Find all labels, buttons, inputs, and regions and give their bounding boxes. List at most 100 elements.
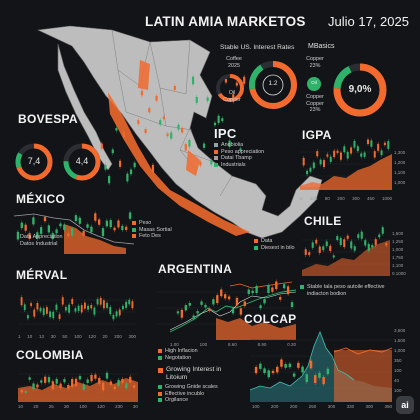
chile-note-text: Stable tala peso autoile effective india… — [307, 284, 385, 297]
candle-body — [235, 297, 239, 306]
bovespa-gauge-2-value: 4,4 — [75, 156, 89, 166]
candle-body — [181, 127, 184, 133]
candle-body — [64, 306, 67, 311]
candle-body — [373, 151, 376, 158]
candle-body — [267, 285, 270, 293]
candle-body — [377, 143, 380, 151]
mbasics-gauge — [333, 63, 387, 117]
candle-body — [117, 220, 120, 228]
mbasics-gauge-value: 9,0% — [348, 84, 372, 95]
candle-body — [67, 233, 70, 236]
candle-body — [28, 377, 31, 380]
candle-body — [94, 374, 97, 379]
colcap-ytick: 40 — [394, 378, 400, 383]
candle-body — [312, 162, 315, 169]
candle-body — [231, 308, 235, 314]
candle-body — [220, 289, 223, 297]
candle-body — [290, 302, 294, 307]
candle-body — [282, 284, 286, 289]
candle-body — [20, 390, 24, 393]
candle-body — [263, 299, 266, 304]
argentina-xtick: 8.60 — [227, 342, 237, 347]
candle-body — [346, 151, 349, 159]
candle-body — [322, 376, 325, 385]
candle-body — [343, 239, 346, 248]
candle-body — [101, 228, 105, 237]
candle-body — [309, 360, 313, 369]
ipc-legend-item: Peso appreciation — [221, 148, 265, 155]
merval-xticks: 1 10 13 30 50 100 120 20 200 300 — [18, 334, 136, 339]
argentina-chart — [156, 279, 297, 340]
candle-body — [387, 141, 390, 149]
candle-body — [117, 379, 120, 386]
chile-yticks: 1,500 1,250 1,000 1,750 1,100 0.1000 — [392, 230, 406, 278]
candle-body — [371, 244, 374, 248]
igpa-xtick: 200 — [309, 196, 318, 201]
oil-label: Oil — [311, 80, 317, 85]
candle-body — [78, 376, 82, 380]
candle-body — [251, 290, 254, 294]
candle-body — [70, 228, 74, 236]
note-item: Growing Interest in — [166, 366, 222, 373]
candle-body — [59, 383, 62, 388]
candle-body — [329, 245, 332, 252]
candle-body — [47, 377, 51, 383]
callout-item: Diesext in bilo — [261, 244, 295, 251]
chile-ytick: 1,250 — [392, 239, 404, 244]
candle-body — [325, 241, 328, 247]
candle-body — [200, 301, 203, 305]
colcap-ytick: 3,500 — [394, 328, 406, 333]
candle-body — [208, 308, 211, 311]
mexico-legend: Peso Masas Sortial Feto Des — [132, 220, 172, 240]
candle-body — [55, 304, 58, 310]
candle-body — [254, 366, 258, 374]
colcap-yticks: 3,500 1,500 1,000 350 100 40 100 — [394, 326, 405, 396]
candle-body — [131, 301, 134, 309]
candle-body — [122, 132, 125, 138]
note-item: Litoium — [166, 374, 188, 381]
candle-body — [224, 78, 228, 83]
candle-body — [247, 289, 250, 294]
igpa-xtick: 80 — [324, 196, 330, 201]
candle-body — [210, 160, 213, 165]
candle-body — [148, 108, 151, 113]
candle-body — [239, 308, 243, 315]
candle-body — [33, 309, 36, 317]
candle-body — [381, 227, 384, 234]
colombia-xticks: 10 20 25 30 100 120 230 30 — [18, 404, 138, 409]
merval-xtick: 50 — [62, 334, 68, 339]
colcap-xtick: 250 — [308, 404, 317, 409]
candle-body — [58, 314, 61, 319]
candle-body — [309, 167, 312, 172]
candle-body — [318, 246, 321, 253]
candle-body — [339, 238, 342, 246]
candle-body — [112, 314, 115, 320]
mexico-note: Data Appreciation — [20, 234, 63, 240]
coffee-row1: Oil — [228, 90, 236, 96]
chile-ytick: 1,750 — [392, 255, 404, 260]
copper-pct: 23% — [309, 62, 321, 69]
candle-body — [109, 306, 112, 315]
argentina-title: ARGENTINA — [158, 262, 233, 276]
candle-body — [235, 82, 238, 86]
candle-body — [279, 297, 282, 300]
bovespa-gauge-2 — [63, 143, 101, 181]
candle-body — [353, 246, 356, 251]
legend-swatch — [158, 385, 162, 390]
copper-label: Copper — [306, 56, 324, 62]
candle-body — [47, 225, 51, 233]
candle-body — [155, 95, 158, 101]
candle-body — [217, 115, 220, 124]
candle-body — [176, 311, 180, 314]
chile-chart — [302, 225, 390, 276]
candle-body — [286, 286, 290, 295]
candle-body — [125, 383, 128, 389]
mbasics-title: MBasics — [308, 43, 335, 50]
merval-xtick: 120 — [88, 334, 96, 339]
legend-swatch — [254, 245, 258, 250]
candle-body — [96, 299, 99, 305]
notes-group-b: Growing Interest in Litoium — [158, 366, 221, 382]
mexico-notes: Data Appreciation Datos Industrial — [20, 234, 63, 247]
legend-swatch — [132, 221, 136, 226]
